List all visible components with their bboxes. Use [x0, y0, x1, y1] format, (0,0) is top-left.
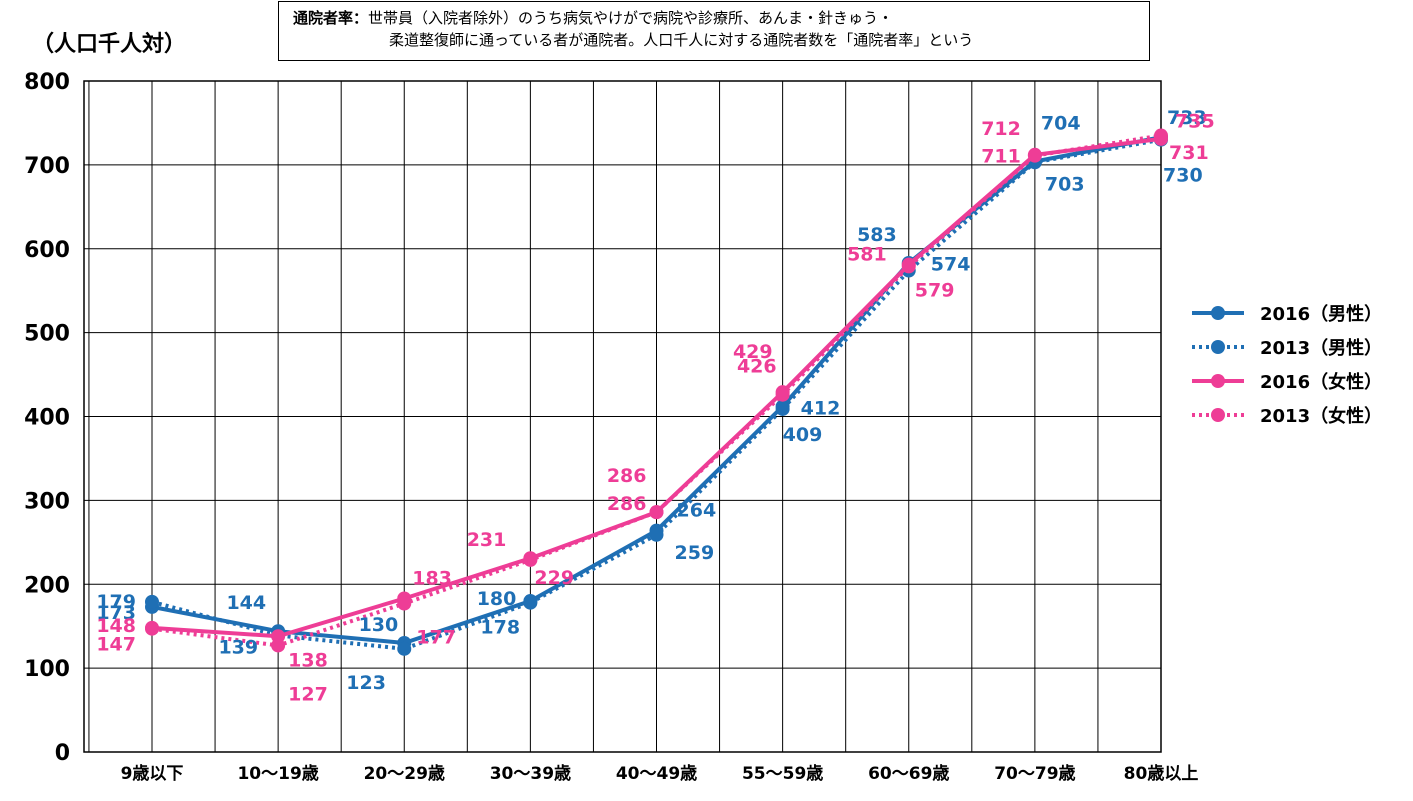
data-point — [523, 595, 538, 610]
y-tick-label: 300 — [24, 489, 70, 514]
data-label: 429 — [733, 341, 773, 363]
data-point — [523, 552, 538, 567]
data-label: 735 — [1175, 111, 1215, 133]
data-point — [1154, 128, 1168, 143]
legend-swatch — [1192, 374, 1244, 388]
data-label: 123 — [346, 672, 386, 694]
data-point — [901, 259, 916, 274]
legend-item: 2016（男性） — [1190, 296, 1382, 330]
x-tick-label: 55～59歳 — [742, 763, 823, 784]
data-point — [145, 594, 159, 609]
x-tick-label: 80歳以上 — [1124, 763, 1199, 784]
y-tick-label: 0 — [55, 741, 70, 766]
data-label: 286 — [607, 493, 647, 515]
grid-lines — [83, 80, 1162, 753]
data-label: 583 — [857, 224, 897, 246]
data-point — [649, 505, 664, 520]
y-tick-label: 700 — [24, 154, 70, 179]
legend-item: 2016（女性） — [1190, 364, 1382, 398]
data-label: 173 — [96, 602, 136, 624]
data-label: 703 — [1045, 173, 1085, 195]
legend-swatch — [1192, 408, 1244, 422]
data-label: 144 — [226, 592, 266, 614]
x-tick-label: 40～49歳 — [616, 763, 697, 784]
data-label: 180 — [477, 588, 517, 610]
note-term: 通院者率： — [293, 9, 369, 27]
legend-swatch — [1192, 306, 1244, 320]
y-tick-label: 800 — [24, 70, 70, 95]
note-line-1: 世帯員（入院者除外）のうち病気やけがで病院や診療所、あんま・針きゅう・ — [368, 9, 894, 27]
data-label: 178 — [480, 617, 520, 639]
note-line-2: 柔道整復師に通っている者が通院者。人口千人に対する通院者数を「通院者率」という — [389, 31, 974, 49]
data-label: 286 — [607, 465, 647, 487]
legend-swatch — [1192, 340, 1244, 354]
x-tick-label: 70～79歳 — [994, 763, 1075, 784]
y-tick-label: 100 — [24, 657, 70, 682]
y-tick-label: 200 — [24, 573, 70, 598]
data-label: 730 — [1163, 165, 1203, 187]
data-label: 574 — [931, 254, 971, 276]
legend-label: 2013（男性） — [1260, 338, 1383, 359]
legend-item: 2013（男性） — [1190, 330, 1382, 364]
legend-label: 2016（男性） — [1260, 304, 1383, 325]
data-label: 177 — [416, 627, 456, 649]
y-tick-label: 600 — [24, 238, 70, 263]
data-point — [397, 641, 412, 656]
x-tick-label: 60～69歳 — [868, 763, 949, 784]
definition-note: 通院者率：世帯員（入院者除外）のうち病気やけがで病院や診療所、あんま・針きゅう・… — [278, 1, 1150, 61]
data-point — [775, 401, 790, 416]
data-label: 231 — [467, 529, 507, 551]
data-label: 148 — [96, 615, 136, 637]
data-label: 711 — [981, 146, 1021, 168]
x-tick-label: 9歳以下 — [121, 763, 184, 784]
legend-label: 2013（女性） — [1260, 406, 1383, 427]
x-tick-label: 10～19歳 — [237, 763, 318, 784]
data-label: 733 — [1167, 107, 1207, 129]
data-label: 229 — [534, 567, 574, 589]
y-axis-unit-label: （人口千人対） — [32, 32, 187, 57]
chart-legend: 2016（男性） 2013（男性） 2016（女性） 2013（女性） — [1190, 296, 1382, 432]
data-point — [397, 596, 412, 611]
data-label: 179 — [96, 591, 136, 613]
data-point — [649, 527, 664, 542]
x-tick-label: 30～39歳 — [490, 763, 571, 784]
legend-label: 2016（女性） — [1260, 372, 1383, 393]
data-point — [775, 387, 790, 402]
legend-item: 2013（女性） — [1190, 398, 1382, 432]
data-point — [145, 621, 159, 636]
data-label: 127 — [288, 683, 328, 705]
data-label: 409 — [783, 424, 823, 446]
data-label: 147 — [96, 634, 136, 656]
data-label: 704 — [1041, 113, 1081, 135]
data-point — [271, 638, 286, 653]
series-4 — [145, 128, 1168, 653]
data-label: 183 — [412, 568, 452, 590]
data-label: 731 — [1169, 142, 1209, 164]
data-label: 579 — [915, 279, 955, 301]
data-label: 259 — [675, 542, 715, 564]
data-label: 581 — [847, 244, 887, 266]
data-label: 130 — [359, 614, 399, 636]
y-tick-label: 400 — [24, 406, 70, 431]
data-label: 139 — [218, 636, 258, 658]
data-label: 412 — [801, 397, 841, 419]
x-tick-label: 20～29歳 — [364, 763, 445, 784]
y-tick-label: 500 — [24, 322, 70, 347]
data-label: 426 — [737, 356, 777, 378]
data-point — [1027, 148, 1042, 163]
data-label: 712 — [981, 118, 1021, 140]
data-label: 138 — [288, 649, 328, 671]
data-label: 264 — [677, 500, 717, 522]
